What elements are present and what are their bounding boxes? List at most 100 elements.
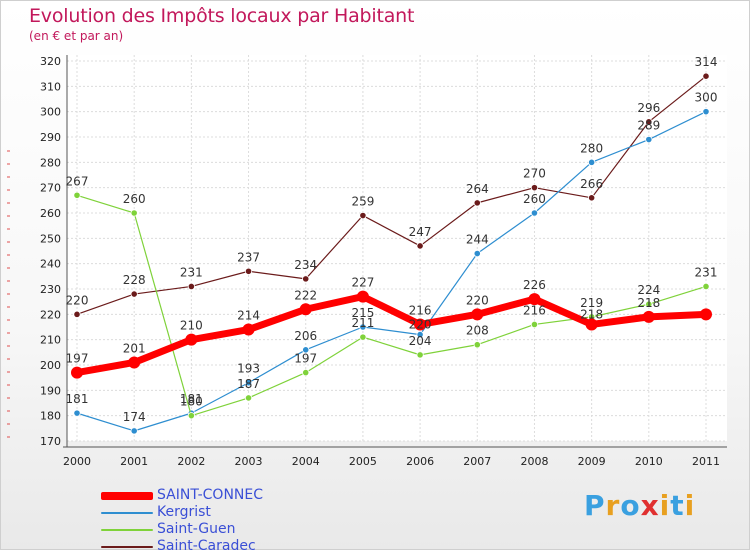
y-tick-label: 220 xyxy=(40,308,61,321)
data-label: 181 xyxy=(180,392,203,406)
data-point xyxy=(528,293,541,306)
series-line-saint-connec xyxy=(76,293,707,377)
data-point xyxy=(585,318,598,331)
data-point xyxy=(356,290,369,303)
data-label-extra: 220 xyxy=(409,317,432,331)
chart-subtitle: (en € et par an) xyxy=(29,29,124,43)
chart-title: Evolution des Impôts locaux par Habitant xyxy=(29,5,415,27)
y-tick-label: 310 xyxy=(40,80,61,93)
data-point xyxy=(244,394,253,402)
data-label: 201 xyxy=(123,341,146,355)
data-label: 208 xyxy=(466,324,489,338)
data-point xyxy=(642,310,655,323)
data-point xyxy=(416,242,424,250)
data-point xyxy=(244,267,253,275)
data-label-extra: 218 xyxy=(637,296,660,310)
y-tick-label: 230 xyxy=(40,283,61,296)
x-tick-label: 2010 xyxy=(635,455,663,468)
data-point xyxy=(128,356,141,369)
legend-label: Saint-Caradec xyxy=(157,538,256,554)
data-label-extra: 218 xyxy=(580,307,603,321)
data-label: 267 xyxy=(66,174,89,188)
x-tick-label: 2000 xyxy=(63,455,91,468)
legend-swatch xyxy=(101,528,153,531)
data-point xyxy=(302,368,310,377)
data-point xyxy=(359,323,367,331)
x-tick-label: 2008 xyxy=(520,455,548,468)
y-tick-label: 270 xyxy=(40,182,61,195)
legend-item: Saint-Guen xyxy=(101,521,263,538)
x-tick-label: 2009 xyxy=(578,455,606,468)
data-point xyxy=(130,290,138,298)
data-label: 247 xyxy=(409,225,432,239)
data-point xyxy=(187,282,195,291)
x-tick-label: 2004 xyxy=(292,455,320,468)
y-tick-label: 190 xyxy=(40,384,61,397)
data-point xyxy=(473,341,481,349)
y-tick-label: 290 xyxy=(40,131,61,144)
data-point xyxy=(414,318,427,331)
data-point xyxy=(73,191,81,199)
data-point xyxy=(473,199,481,207)
data-label: 244 xyxy=(466,233,489,247)
data-label: 210 xyxy=(180,319,203,333)
legend-swatch xyxy=(101,511,153,514)
data-label: 231 xyxy=(695,265,718,279)
data-label: 266 xyxy=(580,177,603,191)
data-point xyxy=(530,320,539,329)
data-label: 193 xyxy=(237,362,260,376)
logo-letter: r xyxy=(605,489,621,522)
data-label: 231 xyxy=(180,265,203,279)
data-point xyxy=(700,308,712,321)
data-label: 289 xyxy=(637,119,660,133)
data-point xyxy=(244,379,253,387)
data-label: 259 xyxy=(351,195,374,209)
data-point xyxy=(73,409,81,417)
data-point xyxy=(645,300,653,308)
data-label: 206 xyxy=(294,329,317,343)
data-label: 260 xyxy=(123,192,146,206)
data-point xyxy=(530,184,539,192)
data-point xyxy=(130,427,138,435)
series-line-saint-guen xyxy=(76,194,707,417)
legend-item: Saint-Caradec xyxy=(101,538,263,555)
data-point xyxy=(588,158,596,166)
y-tick-label: 280 xyxy=(40,156,61,169)
data-point xyxy=(702,108,710,116)
data-label: 280 xyxy=(580,141,603,155)
data-point xyxy=(302,346,310,354)
x-tick-label: 2003 xyxy=(235,455,263,468)
data-point xyxy=(71,366,83,379)
y-tick-label: 210 xyxy=(40,334,61,347)
legend-swatch xyxy=(101,491,153,500)
data-point xyxy=(187,412,195,420)
data-point xyxy=(530,209,539,217)
data-label: 219 xyxy=(580,296,603,310)
data-point xyxy=(645,118,653,126)
data-label: 220 xyxy=(466,293,489,307)
data-label: 181 xyxy=(66,392,89,406)
data-label: 300 xyxy=(695,91,718,105)
data-point xyxy=(473,249,481,258)
logo-letter: t xyxy=(670,489,685,522)
data-point xyxy=(299,303,312,316)
x-tick-label: 2006 xyxy=(406,455,434,468)
data-label: 216 xyxy=(409,303,432,317)
proxiti-logo: Proxiti xyxy=(584,489,695,522)
data-label: 227 xyxy=(351,276,374,290)
data-label: 215 xyxy=(351,306,374,320)
data-label: 234 xyxy=(294,258,317,272)
data-point xyxy=(416,351,424,359)
legend-item: Kergrist xyxy=(101,504,263,521)
y-tick-label: 240 xyxy=(40,258,61,271)
y-tick-label: 300 xyxy=(40,106,61,119)
data-point xyxy=(302,275,310,283)
data-label: 211 xyxy=(351,316,374,330)
legend-label: Saint-Guen xyxy=(157,521,236,537)
data-label: 314 xyxy=(695,55,718,69)
legend-item: SAINT-CONNEC xyxy=(101,487,263,504)
series-line-kergrist xyxy=(76,111,707,432)
data-point xyxy=(645,135,653,144)
x-tick-label: 2002 xyxy=(177,455,205,468)
